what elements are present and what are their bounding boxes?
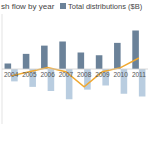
legend-label: Total distributions ($B) (68, 2, 143, 11)
line (11, 58, 139, 87)
x-tick-label: 2008 (77, 71, 92, 78)
chart-container: sh flow by year Total distributions ($B) 2… (0, 0, 150, 150)
x-tick-label: 2007 (59, 71, 74, 78)
title: sh flow by year (1, 2, 55, 11)
x-tick-label: 2010 (113, 71, 128, 78)
bar (78, 53, 85, 70)
bar (114, 43, 121, 69)
bar (5, 64, 12, 70)
x-tick-label: 2011 (132, 71, 146, 78)
x-tick-label: 2006 (40, 71, 55, 78)
legend-swatch (60, 3, 66, 9)
baseline (2, 69, 148, 70)
bar (132, 31, 139, 70)
bar (23, 54, 30, 69)
bar (96, 55, 103, 69)
x-tick-label: 2005 (22, 71, 37, 78)
x-tick-label: 2009 (95, 71, 110, 78)
x-tick-label: 2004 (4, 71, 19, 78)
bar (59, 42, 66, 70)
bar (41, 46, 48, 69)
chart-svg: sh flow by year Total distributions ($B) 2… (0, 0, 150, 150)
marks (5, 31, 146, 100)
